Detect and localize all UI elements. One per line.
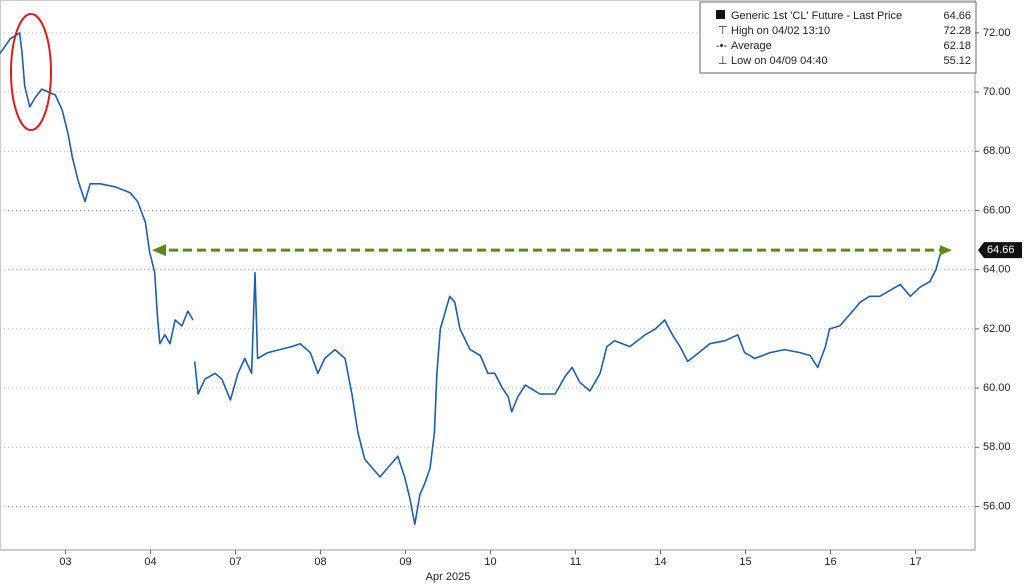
arrow-head: [940, 245, 952, 256]
x-tick-label: 16: [824, 556, 836, 568]
legend-last: 64.66: [943, 10, 971, 22]
price-line: [0, 32, 194, 345]
legend-box: [699, 1, 977, 74]
last-price-label: 64.66: [987, 244, 1015, 256]
y-tick-label: 60.00: [983, 382, 1011, 394]
x-tick-label: 09: [399, 556, 411, 568]
legend-high-label: High on 04/02 13:10: [731, 25, 830, 37]
y-tick-label: 62.00: [983, 323, 1011, 335]
legend-low-label: Low on 04/09 04:40: [731, 55, 828, 67]
y-tick-label: 64.00: [983, 264, 1011, 276]
legend-average-label: Average: [731, 40, 772, 52]
x-tick-label: 04: [144, 556, 156, 568]
y-tick-label: 68.00: [983, 145, 1011, 157]
x-tick-label: 11: [570, 556, 581, 568]
arrow-head: [152, 244, 166, 257]
x-tick-label: 10: [484, 556, 496, 568]
x-tick-label: 07: [229, 556, 241, 568]
y-tick-label: 56.00: [983, 500, 1011, 512]
price-line: [193, 249, 947, 525]
y-tick-label: 66.00: [983, 204, 1011, 216]
legend: Generic 1st 'CL' Future - Last Price 64.…: [699, 1, 977, 74]
lines: [0, 32, 947, 525]
highlight-ellipse: [10, 13, 52, 131]
legend-series: Generic 1st 'CL' Future - Last Price: [731, 10, 902, 22]
y-tick-label: 72.00: [983, 27, 1011, 39]
x-tick-label: 14: [654, 556, 666, 568]
y-tick-label: 58.00: [983, 441, 1011, 453]
x-tick-label: 15: [739, 556, 751, 568]
x-tick-label: 08: [314, 556, 326, 568]
x-tick-label: 03: [59, 556, 71, 568]
y-tick-label: 70.00: [983, 86, 1011, 98]
legend-low: 55.12: [943, 55, 971, 67]
legend-icon: ⊥: [718, 55, 728, 67]
legend-average: 62.18: [943, 40, 971, 52]
legend-high: 72.28: [943, 25, 971, 37]
legend-swatch: [716, 10, 725, 19]
plot-area: [0, 0, 976, 551]
legend-icon: ⊤: [718, 25, 728, 37]
x-axis-label: Apr 2025: [426, 571, 471, 583]
last-price-box: [978, 242, 1022, 259]
x-tick-label: 17: [909, 556, 921, 568]
legend-icon: -•-: [716, 40, 728, 52]
